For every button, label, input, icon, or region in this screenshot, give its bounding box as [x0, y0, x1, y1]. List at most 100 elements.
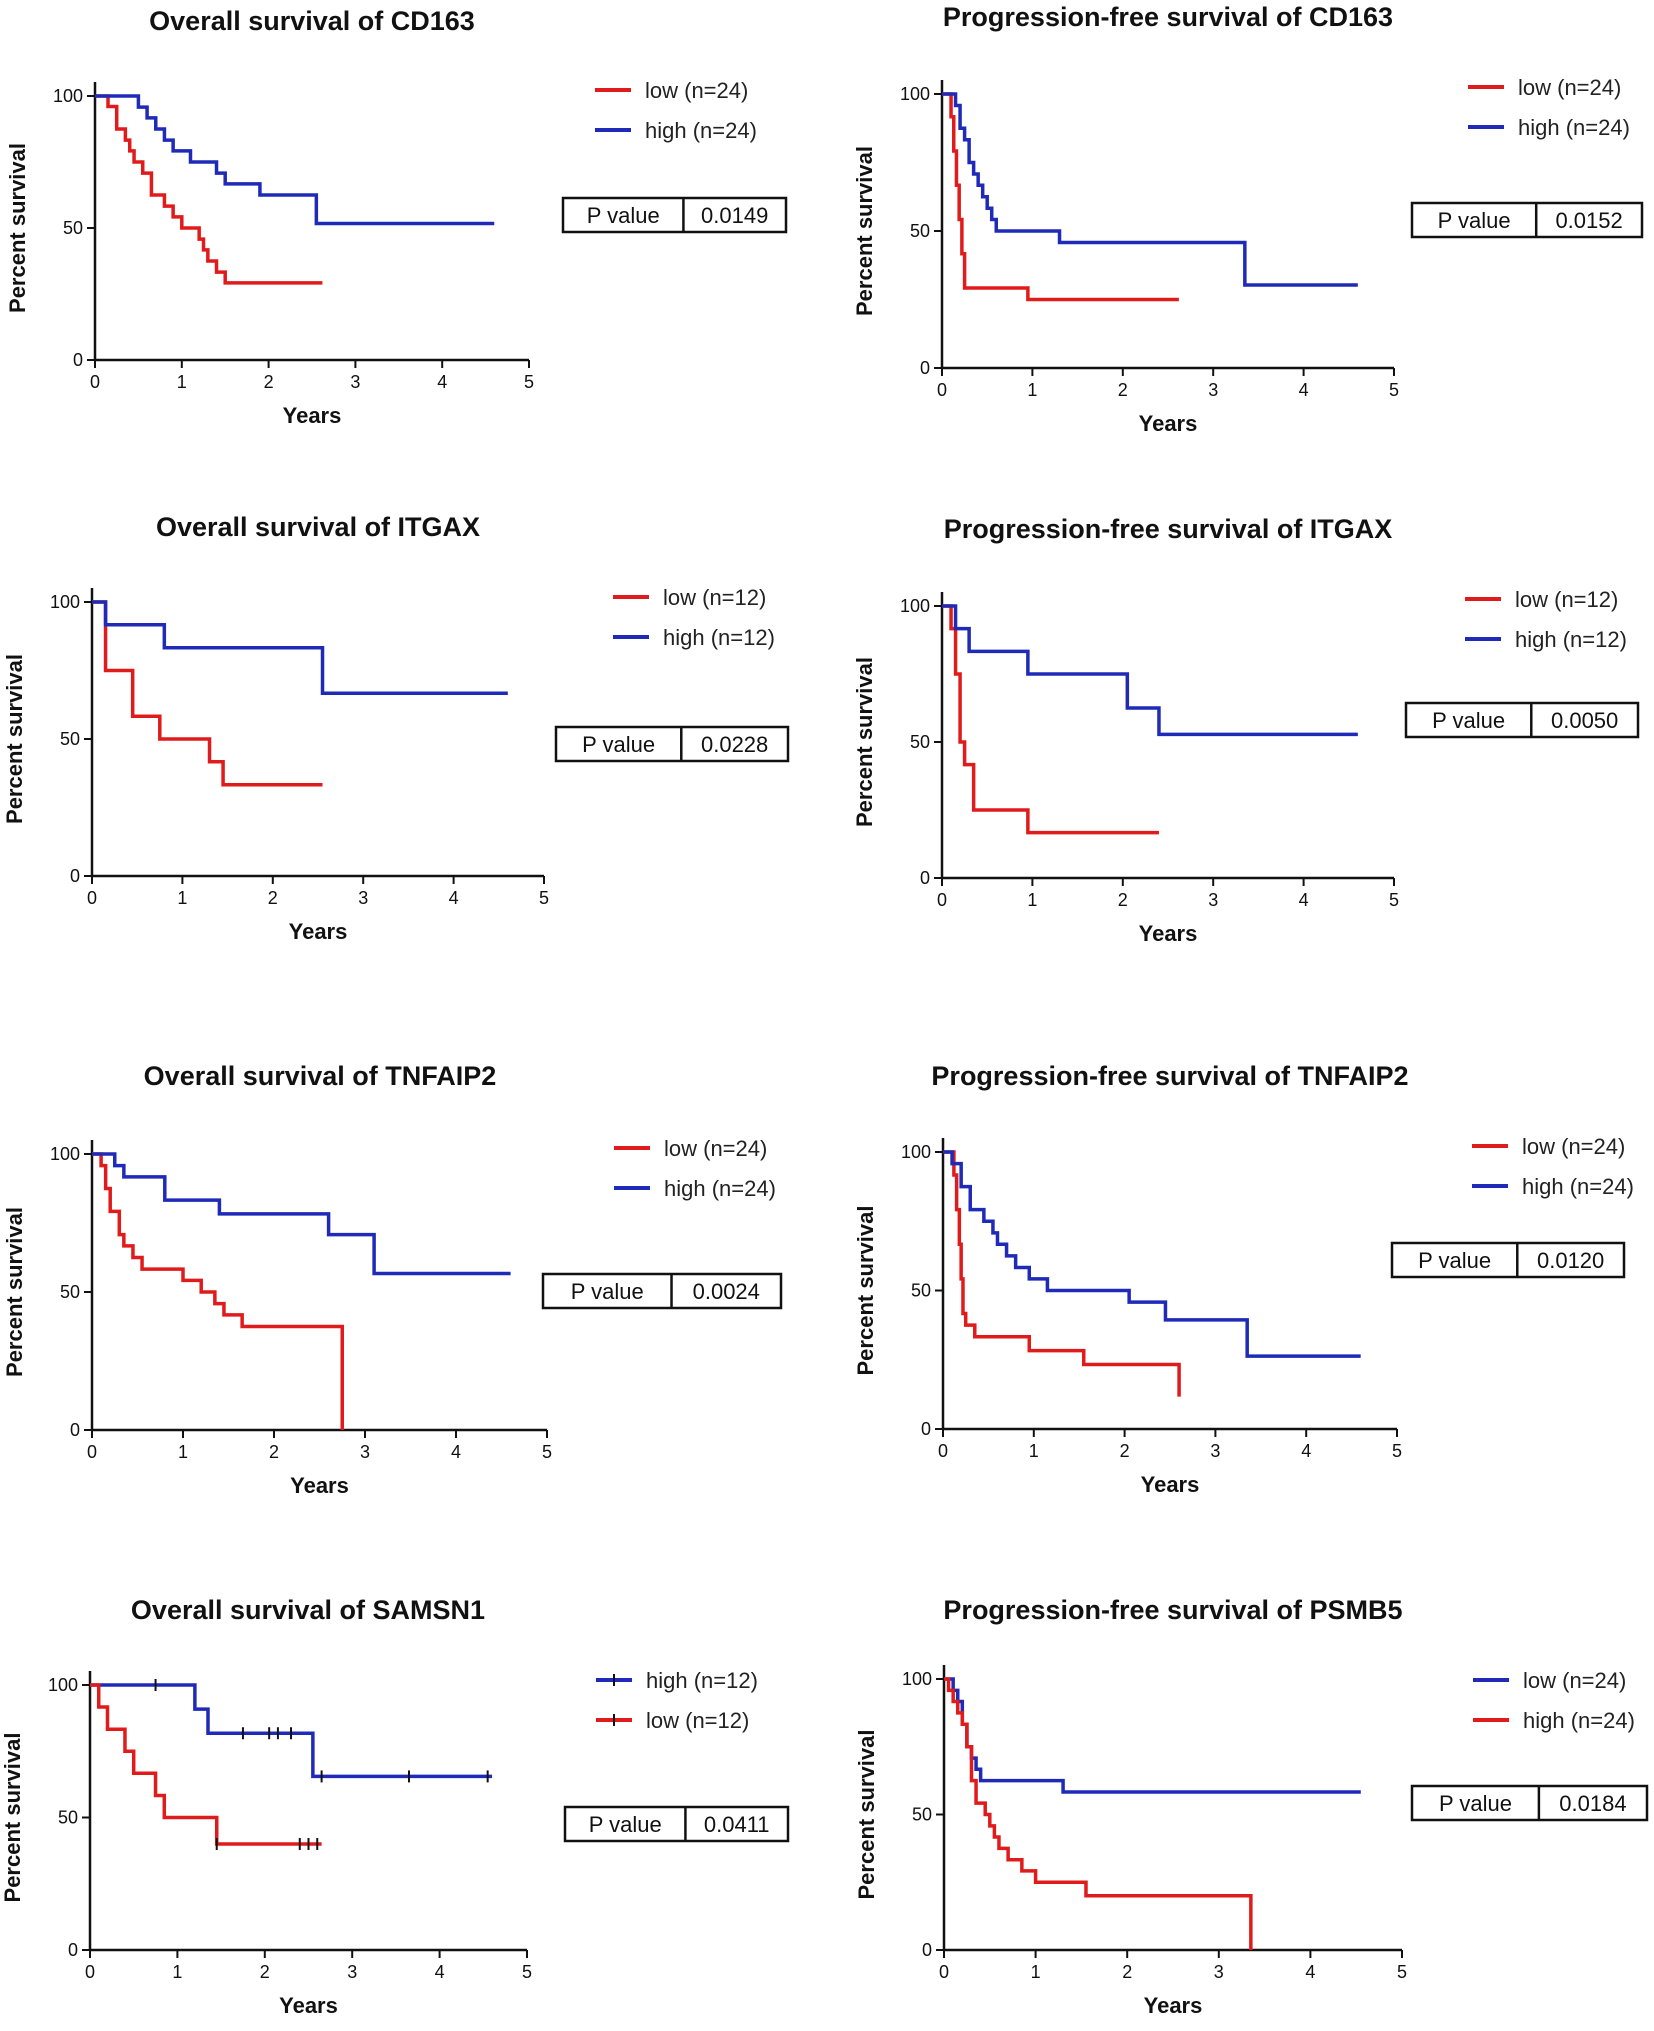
x-tick-label: 0 [90, 372, 100, 392]
x-tick-label: 5 [522, 1962, 532, 1982]
pvalue-label: P value [582, 732, 655, 757]
y-tick-label: 50 [58, 1808, 78, 1828]
y-tick-label: 0 [68, 1940, 78, 1960]
y-tick-label: 100 [900, 84, 930, 104]
series-line-red [92, 600, 323, 787]
chart-title: Overall survival of ITGAX [156, 512, 480, 542]
y-axis-label: Percent survival [852, 146, 877, 316]
pvalue-box [1410, 1784, 1649, 1822]
y-tick-label: 50 [60, 1282, 80, 1302]
y-tick-label: 50 [60, 729, 80, 749]
chart-panel-4: Progression-free survival of ITGAX 0 1 2 3 4 5… [852, 514, 1640, 946]
x-tick-label: 1 [1029, 1441, 1039, 1461]
x-tick-label: 4 [435, 1962, 445, 1982]
x-tick-label: 2 [269, 1442, 279, 1462]
pvalue-label: P value [587, 203, 660, 228]
x-axis-label: Years [1141, 1472, 1200, 1497]
y-tick-label: 100 [900, 596, 930, 616]
legend-label: low (n=12) [646, 1708, 749, 1733]
x-tick-label: 0 [937, 380, 947, 400]
legend-label: high (n=24) [1523, 1708, 1635, 1733]
x-tick-label: 0 [87, 888, 97, 908]
x-tick-label: 4 [437, 372, 447, 392]
x-tick-label: 2 [1118, 890, 1128, 910]
x-tick-label: 2 [260, 1962, 270, 1982]
chart-title: Overall survival of CD163 [149, 6, 475, 36]
series-line-blue [944, 1677, 1361, 1794]
x-axis-label: Years [279, 1993, 338, 2018]
series-line-red [95, 94, 323, 285]
x-tick-label: 1 [1027, 890, 1037, 910]
pvalue-box [1410, 201, 1644, 239]
x-tick-label: 0 [85, 1962, 95, 1982]
pvalue-value: 0.0120 [1537, 1248, 1604, 1273]
series-line-blue [95, 94, 495, 226]
series-line-blue [943, 1150, 1361, 1358]
x-tick-label: 3 [1208, 380, 1218, 400]
x-tick-label: 5 [542, 1442, 552, 1462]
x-tick-label: 1 [1031, 1962, 1041, 1982]
legend-label: low (n=24) [1522, 1134, 1625, 1159]
x-axis-label: Years [290, 1473, 349, 1498]
y-tick-label: 0 [920, 358, 930, 378]
series-line-red [943, 1150, 1181, 1397]
series-line-red [944, 1677, 1253, 1950]
y-tick-label: 0 [922, 1940, 932, 1960]
x-tick-label: 0 [938, 1441, 948, 1461]
series-line-red [92, 1152, 344, 1430]
x-tick-label: 2 [1120, 1441, 1130, 1461]
pvalue-box [1390, 1241, 1626, 1279]
x-tick-label: 4 [1305, 1962, 1315, 1982]
x-tick-label: 5 [1397, 1962, 1407, 1982]
pvalue-value: 0.0184 [1559, 1791, 1626, 1816]
legend-label: high (n=24) [1522, 1174, 1634, 1199]
x-tick-label: 5 [1389, 380, 1399, 400]
chart-panel-8: Progression-free survival of PSMB5 0 1 2 3 4 5… [854, 1595, 1649, 2018]
pvalue-value: 0.0152 [1555, 208, 1622, 233]
chart-panel-6: Progression-free survival of TNFAIP2 0 1 2 3… [853, 1061, 1634, 1497]
chart-title: Overall survival of SAMSN1 [131, 1595, 485, 1625]
x-tick-label: 0 [939, 1962, 949, 1982]
x-tick-label: 2 [1122, 1962, 1132, 1982]
x-tick-label: 4 [1299, 890, 1309, 910]
x-tick-label: 1 [178, 1442, 188, 1462]
chart-title: Progression-free survival of PSMB5 [943, 1595, 1402, 1625]
pvalue-value: 0.0228 [701, 732, 768, 757]
x-tick-label: 3 [358, 888, 368, 908]
y-tick-label: 0 [920, 868, 930, 888]
pvalue-label: P value [571, 1279, 644, 1304]
legend-label: high (n=12) [646, 1668, 758, 1693]
x-tick-label: 2 [264, 372, 274, 392]
pvalue-label: P value [589, 1812, 662, 1837]
x-axis-label: Years [1139, 921, 1198, 946]
pvalue-label: P value [1432, 708, 1505, 733]
y-axis-label: Percent survival [2, 654, 27, 824]
y-tick-label: 0 [70, 866, 80, 886]
x-tick-label: 1 [177, 372, 187, 392]
x-tick-label: 3 [1214, 1962, 1224, 1982]
pvalue-label: P value [1418, 1248, 1491, 1273]
series-line-blue [942, 604, 1358, 737]
x-tick-label: 2 [268, 888, 278, 908]
y-axis-label: Percent survival [5, 143, 30, 313]
y-tick-label: 50 [910, 221, 930, 241]
legend-label: high (n=12) [663, 625, 775, 650]
x-tick-label: 3 [1210, 1441, 1220, 1461]
x-axis-label: Years [283, 403, 342, 428]
y-tick-label: 0 [921, 1419, 931, 1439]
x-tick-label: 2 [1118, 380, 1128, 400]
y-tick-label: 50 [910, 732, 930, 752]
y-tick-label: 0 [73, 350, 83, 370]
x-axis-label: Years [289, 919, 348, 944]
y-axis-label: Percent survival [853, 1206, 878, 1376]
legend-label: high (n=24) [664, 1176, 776, 1201]
chart-title: Progression-free survival of CD163 [943, 2, 1393, 32]
chart-title: Overall survival of TNFAIP2 [144, 1061, 497, 1091]
x-tick-label: 5 [539, 888, 549, 908]
x-tick-label: 3 [347, 1962, 357, 1982]
pvalue-value: 0.0024 [693, 1279, 760, 1304]
y-tick-label: 0 [70, 1420, 80, 1440]
series-line-blue [942, 92, 1358, 287]
pvalue-value: 0.0411 [704, 1812, 770, 1837]
